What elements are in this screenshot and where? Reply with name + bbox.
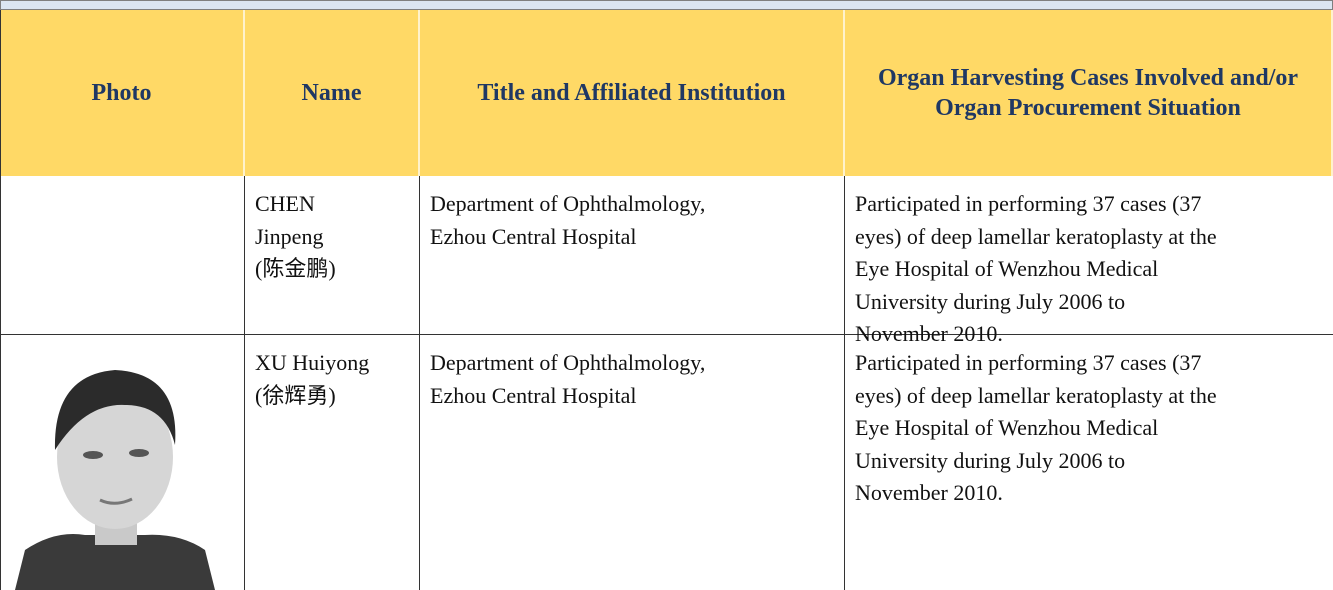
photo-cell bbox=[0, 335, 245, 590]
text-line: (徐辉勇) bbox=[255, 382, 336, 408]
text-line: eyes) of deep lamellar keratoplasty at t… bbox=[855, 382, 1217, 408]
header-cell: Name bbox=[245, 10, 420, 176]
table-left-border bbox=[0, 10, 1, 590]
institution-cell: Department of Ophthalmology, Ezhou Centra… bbox=[420, 335, 845, 590]
text-line: November 2010. bbox=[855, 480, 1003, 505]
text-line: Eye Hospital of Wenzhou Medical bbox=[855, 256, 1159, 281]
situation-cell: Participated in performing 37 cases (37 e… bbox=[845, 176, 1333, 346]
text-line: eyes) of deep lamellar keratoplasty at t… bbox=[855, 223, 1217, 249]
institution-cell: Department of Ophthalmology, Ezhou Centra… bbox=[420, 176, 845, 335]
text-line: Participated in performing 37 cases (37 bbox=[855, 350, 1202, 375]
text-line: Ezhou Central Hospital bbox=[430, 382, 637, 408]
text-line: Ezhou Central Hospital bbox=[430, 223, 637, 249]
text-line: XU Huiyong bbox=[255, 350, 370, 375]
photo-cell bbox=[0, 176, 245, 335]
text-line: Department of Ophthalmology, bbox=[430, 191, 706, 216]
text-line: Participated in performing 37 cases (37 bbox=[855, 191, 1202, 216]
header-cell: Organ Harvesting Cases Involved and/or O… bbox=[845, 10, 1333, 176]
text-line: Jinpeng bbox=[255, 223, 324, 249]
text-line: November 2010. bbox=[855, 321, 1003, 346]
text-line: University during July 2006 to bbox=[855, 288, 1126, 314]
header-cell: Photo bbox=[0, 10, 245, 176]
top-band bbox=[0, 0, 1333, 10]
name-cell: XU Huiyong (徐辉勇) bbox=[245, 335, 420, 590]
name-cell: CHEN Jinpeng (陈金鹏) bbox=[245, 176, 420, 335]
header-cell: Title and Affiliated Institution bbox=[420, 10, 845, 176]
situation-cell: Participated in performing 37 cases (37 e… bbox=[845, 335, 1333, 590]
text-line: University during July 2006 to bbox=[855, 447, 1126, 473]
text-line: Eye Hospital of Wenzhou Medical bbox=[855, 415, 1159, 440]
text-line: Department of Ophthalmology, bbox=[430, 350, 706, 375]
text-line: CHEN bbox=[255, 191, 315, 216]
text-line: (陈金鹏) bbox=[255, 256, 336, 281]
portrait-photo bbox=[15, 345, 215, 590]
